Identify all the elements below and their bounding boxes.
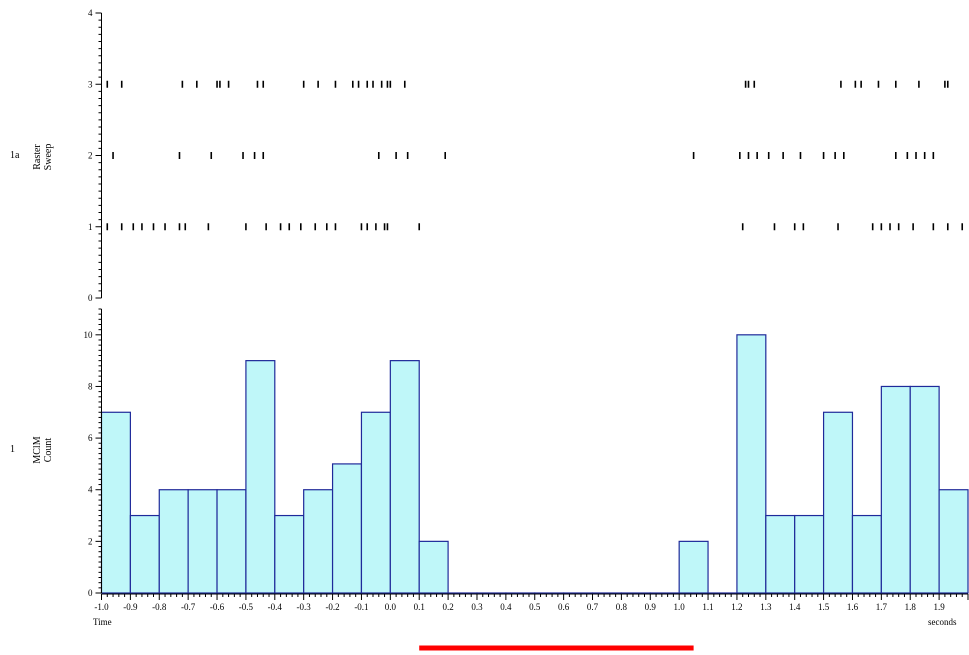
x-axis: -1.0 -0.9 -0.8 -0.7 -0.6 -0.5 -0.4 -0.3 -0.2 -0.1… — [94, 593, 969, 612]
x-tick-label: -0.3 — [297, 602, 312, 612]
histogram-bar — [129, 514, 160, 594]
x-axis-label-units: seconds — [928, 617, 957, 627]
histogram-bar — [909, 385, 940, 594]
x-tick-label: -0.7 — [181, 602, 196, 612]
histogram-y-axis: 0 2 4 6 8 10 — [84, 308, 102, 598]
histogram-bar — [187, 489, 218, 594]
x-tick-label: 1.3 — [760, 602, 772, 612]
x-tick-label: -0.5 — [239, 602, 254, 612]
histogram-bar — [245, 360, 276, 594]
x-tick-label: 1.0 — [674, 602, 686, 612]
histogram-bar — [880, 385, 911, 594]
histogram-y-tick-label: 6 — [88, 433, 93, 443]
x-tick-label: 0.9 — [645, 602, 657, 612]
x-tick-label: 0.5 — [529, 602, 541, 612]
histogram-bar — [100, 411, 131, 594]
raster-y-tick-label: 3 — [88, 79, 93, 89]
x-tick-label: -0.4 — [268, 602, 283, 612]
x-tick-label: 1.6 — [847, 602, 859, 612]
raster-y-tick-label: 4 — [88, 8, 93, 18]
x-tick-label: 0.1 — [414, 602, 425, 612]
raster-y-axis: 0 1 2 3 4 — [88, 8, 102, 303]
raster-channel-label: 1a — [10, 150, 20, 161]
histogram-bar — [216, 489, 247, 594]
x-tick-label: 1.5 — [818, 602, 830, 612]
x-tick-label: -0.2 — [325, 602, 339, 612]
histogram-bar — [360, 411, 391, 594]
histogram-bar — [765, 514, 796, 594]
histogram-bar — [274, 514, 305, 594]
x-tick-label: 0.2 — [442, 602, 453, 612]
histogram-y-tick-label: 0 — [88, 588, 93, 598]
raster-panel — [106, 80, 964, 231]
x-tick-label: 1.4 — [789, 602, 801, 612]
histogram-bar — [303, 489, 334, 594]
x-tick-label: 0.4 — [500, 602, 512, 612]
histogram-bar — [822, 411, 854, 594]
x-tick-label: 1.8 — [905, 602, 917, 612]
histogram-bar — [851, 514, 882, 594]
x-tick-label: 1.9 — [933, 602, 945, 612]
histogram-bar — [794, 514, 825, 594]
x-tick-label: 0.8 — [616, 602, 628, 612]
raster-y-tick-label: 2 — [88, 151, 93, 161]
x-tick-label: 0.3 — [471, 602, 483, 612]
histogram-bar — [678, 540, 709, 594]
x-tick-label: 0.7 — [587, 602, 599, 612]
histogram-y-tick-label: 4 — [88, 485, 93, 495]
x-tick-label: -0.8 — [152, 602, 167, 612]
histogram-bar — [158, 489, 189, 594]
histogram-bars — [100, 334, 969, 595]
x-tick-label: 1.1 — [702, 602, 713, 612]
x-tick-label: 0.0 — [385, 602, 397, 612]
x-tick-label: 0.6 — [558, 602, 570, 612]
histogram-bar — [389, 360, 420, 594]
histogram-y-tick-label: 8 — [88, 381, 93, 391]
x-tick-label: 1.2 — [731, 602, 742, 612]
x-tick-label: -1.0 — [94, 602, 109, 612]
raster-y-tick-label: 1 — [88, 222, 93, 232]
histogram-channel-label: 1 — [10, 444, 15, 455]
histogram-bar — [418, 540, 449, 594]
histogram-bar — [938, 489, 969, 594]
x-tick-label: -0.6 — [210, 602, 225, 612]
x-tick-label: -0.9 — [123, 602, 138, 612]
x-tick-label: -0.1 — [354, 602, 368, 612]
raster-y-tick-label: 0 — [88, 293, 93, 303]
histogram-y-tick-label: 2 — [88, 536, 93, 546]
histogram-y-tick-label: 10 — [84, 330, 94, 340]
histogram-bar — [331, 463, 363, 594]
histogram-bar — [736, 334, 767, 594]
x-axis-label-time: Time — [93, 617, 112, 627]
x-tick-label: 1.7 — [876, 602, 888, 612]
